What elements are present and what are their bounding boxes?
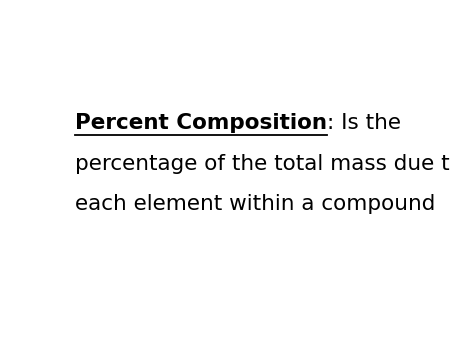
Text: : Is the: : Is the [328,114,401,134]
Text: percentage of the total mass due to: percentage of the total mass due to [76,154,450,174]
Text: Percent Composition: Percent Composition [76,114,328,134]
Text: each element within a compound: each element within a compound [76,194,436,214]
